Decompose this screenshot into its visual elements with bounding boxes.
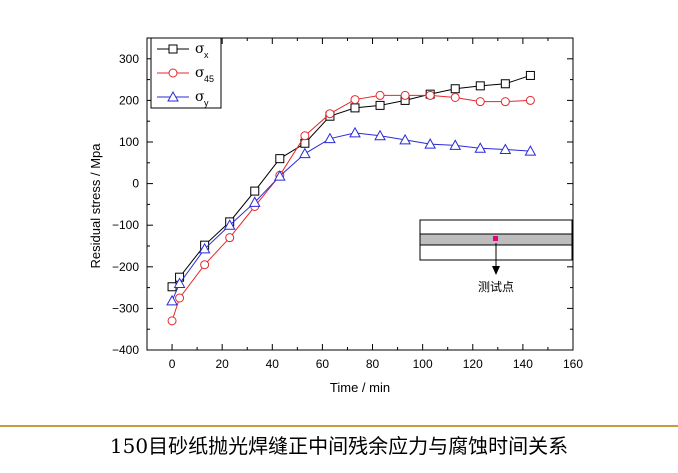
data-point-square (475, 81, 485, 91)
legend-subscript: x (204, 50, 209, 60)
series-line-circle (171, 94, 531, 322)
legend-marker (167, 90, 179, 102)
data-point-circle (375, 90, 385, 100)
x-tick-label: 80 (366, 357, 380, 371)
y-tick-label: −200 (112, 260, 139, 274)
data-point-square (250, 186, 260, 196)
data-point-square (375, 100, 385, 110)
y-tick-label: 200 (119, 93, 139, 107)
data-point-square (500, 79, 510, 89)
inset-pointer-arrow (492, 266, 500, 275)
data-point-square (350, 103, 360, 113)
x-tick-label: 0 (169, 357, 176, 371)
data-point-triangle (273, 170, 286, 181)
data-point-circle (500, 97, 510, 107)
data-point-triangle (324, 132, 336, 144)
data-point-circle (200, 260, 210, 270)
data-point-circle (175, 293, 185, 303)
x-tick-label: 40 (266, 357, 280, 371)
y-tick-label: −100 (112, 218, 139, 232)
data-point-triangle (449, 139, 462, 150)
data-point-circle (325, 109, 335, 119)
y-tick-label: 100 (119, 135, 139, 149)
y-tick-label: 300 (119, 52, 139, 66)
legend-marker (168, 68, 178, 78)
caption-divider (0, 425, 678, 427)
data-point-triangle (248, 196, 261, 207)
x-tick-label: 100 (413, 357, 433, 371)
data-point-triangle (374, 129, 386, 141)
plot-frame (146, 37, 574, 351)
figure-caption: 150目砂纸抛光焊缝正中间残余应力与腐蚀时间关系 (109, 434, 569, 458)
data-point-triangle (299, 147, 311, 159)
data-point-triangle (424, 138, 437, 149)
x-axis-label: Time / min (330, 380, 390, 395)
data-point-circle (300, 131, 310, 141)
y-axis-label: Residual stress / Mpa (88, 143, 103, 269)
data-point-square (525, 70, 535, 80)
x-tick-label: 120 (463, 357, 483, 371)
legend-entry-circle: σ 45 (157, 65, 214, 84)
data-point-circle (167, 316, 177, 326)
data-point-square (275, 154, 285, 164)
x-tick-label: 20 (215, 357, 229, 371)
x-tick-label: 160 (563, 357, 583, 371)
y-tick-label: −400 (112, 343, 139, 357)
x-tick-label: 60 (316, 357, 330, 371)
data-point-circle (525, 95, 535, 105)
series-triangle (166, 126, 537, 306)
data-point-square (450, 84, 460, 94)
legend-label: σ (195, 41, 205, 57)
legend-label: σ (195, 89, 205, 105)
legend-subscript: y (204, 98, 209, 108)
legend: σ xσ 45σ y (150, 37, 222, 109)
x-tick-label: 140 (513, 357, 533, 371)
inset-label: 测试点 (478, 279, 514, 294)
legend-marker (168, 44, 178, 54)
data-point-triangle (223, 219, 236, 230)
data-point-circle (475, 97, 485, 107)
data-point-triangle (166, 294, 178, 306)
chart-axes: 0 20 40 60 80 100 120 140 160 −400 −300 −200 −100 0 10… (88, 37, 583, 395)
legend-subscript: 45 (204, 74, 214, 84)
series-line-square (171, 74, 531, 288)
y-tick-label: 0 (132, 177, 139, 191)
inset-test-point (493, 236, 498, 241)
data-point-triangle (173, 277, 186, 288)
data-point-circle (450, 92, 460, 102)
data-point-triangle (474, 142, 487, 153)
series-line-triangle (171, 132, 531, 302)
data-point-triangle (399, 133, 411, 145)
data-point-circle (425, 90, 435, 100)
data-point-triangle (349, 126, 361, 138)
inset-diagram: 测试点 (419, 219, 573, 294)
data-point-circle (350, 95, 360, 105)
series-layer (166, 70, 537, 326)
data-point-triangle (524, 145, 537, 156)
data-point-triangle (198, 242, 211, 254)
data-point-circle (400, 90, 410, 100)
y-tick-label: −300 (112, 301, 139, 315)
data-point-triangle (499, 143, 512, 154)
legend-label: σ (195, 65, 205, 81)
residual-stress-chart: 0 20 40 60 80 100 120 140 160 −400 −300 −200 −100 0 10… (88, 37, 583, 395)
data-point-circle (225, 233, 235, 243)
